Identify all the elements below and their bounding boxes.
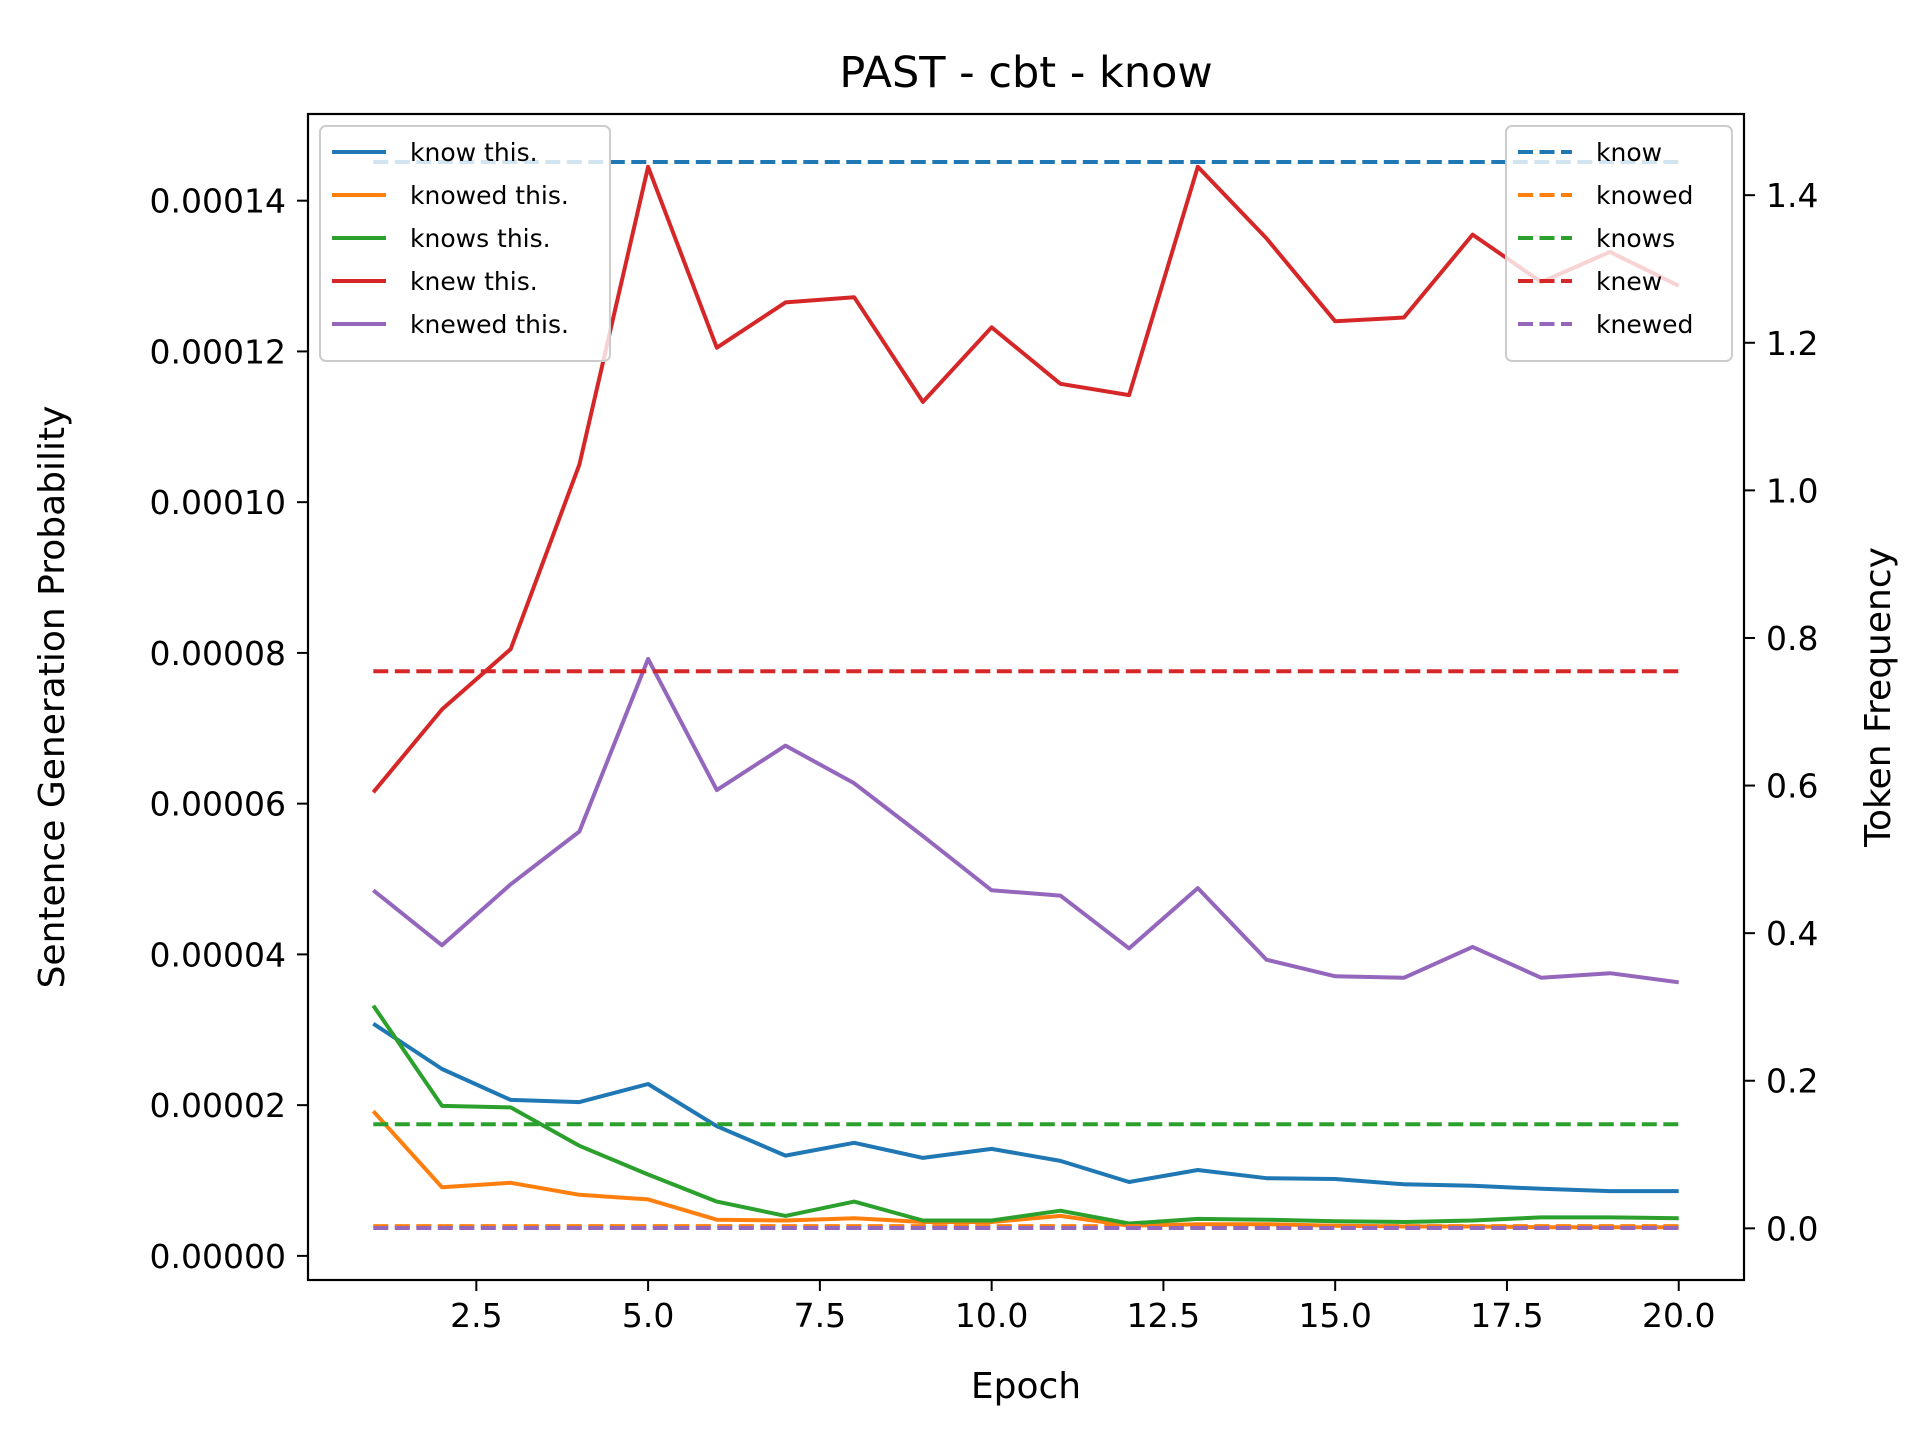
y-axis-title: Sentence Generation Probability <box>32 406 73 989</box>
y-tick-label: 0.00008 <box>150 634 286 673</box>
legend-label: know this. <box>410 138 538 167</box>
y2-tick-label: 1.4 <box>1766 176 1818 215</box>
legend-label: knewed <box>1596 310 1693 339</box>
legend-right-box <box>1505 125 1733 362</box>
legend-label: knowed <box>1596 181 1693 210</box>
y-tick-label: 0.00002 <box>150 1086 286 1125</box>
y2-tick-label: 1.0 <box>1766 471 1818 510</box>
series-line-4 <box>372 656 1679 985</box>
y2-tick-label: 0.2 <box>1766 1062 1818 1101</box>
legend-label: knew this. <box>410 267 538 296</box>
legend-label: knewed this. <box>410 310 569 339</box>
legend-right: know knowed knows knew knewed <box>1505 125 1733 362</box>
y-tick-label: 0.00012 <box>150 332 286 371</box>
x-tick-label: 15.0 <box>1298 1296 1371 1335</box>
x-tick-label: 5.0 <box>622 1296 674 1335</box>
legend-label: knew <box>1596 267 1662 296</box>
y-tick-label: 0.00014 <box>150 182 286 221</box>
y2-tick-label: 0.8 <box>1766 619 1818 658</box>
y-tick-label: 0.00004 <box>150 935 286 974</box>
chart-title: PAST - cbt - know <box>839 48 1212 98</box>
y2-axis-title: Token Frequency <box>1858 547 1899 848</box>
series-layer <box>371 160 1680 1230</box>
y-tick-label: 0.00000 <box>150 1237 286 1276</box>
y-tick-label: 0.00010 <box>150 483 286 522</box>
axes-layer: 2.5 5.0 7.5 10.0 12.5 15.0 17.5 20.00.000000.00… <box>150 112 1818 1335</box>
legend-label: knows this. <box>410 224 551 253</box>
legend-label: know <box>1596 138 1662 167</box>
series-line-3 <box>371 164 1680 794</box>
series-line-2 <box>371 1004 1679 1226</box>
x-tick-label: 10.0 <box>955 1296 1028 1335</box>
x-tick-label: 7.5 <box>794 1296 846 1335</box>
y-tick-label: 0.00006 <box>150 785 286 824</box>
legend-label: knows <box>1596 224 1675 253</box>
x-tick-label: 17.5 <box>1470 1296 1543 1335</box>
y2-tick-label: 0.0 <box>1766 1209 1818 1248</box>
legend-left: know this. knowed this. knows this. knew th… <box>319 125 611 362</box>
y2-tick-label: 0.4 <box>1766 914 1818 953</box>
x-tick-label: 20.0 <box>1642 1296 1715 1335</box>
y2-tick-label: 0.6 <box>1766 767 1818 806</box>
x-axis-title: Epoch <box>971 1366 1081 1407</box>
x-tick-label: 2.5 <box>450 1296 502 1335</box>
y2-tick-label: 1.2 <box>1766 324 1818 363</box>
series-line-0 <box>372 1022 1679 1194</box>
legend-label: knowed this. <box>410 181 569 210</box>
legend-left-box <box>319 125 611 362</box>
x-tick-label: 12.5 <box>1127 1296 1200 1335</box>
plot-frame <box>306 112 1746 1282</box>
